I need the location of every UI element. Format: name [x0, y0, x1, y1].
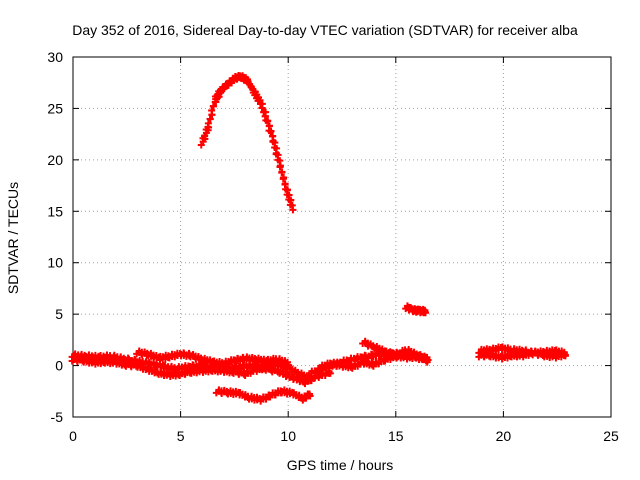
y-tick-label: 10 [47, 255, 63, 271]
series-track-F [359, 337, 432, 364]
series-high-arc [197, 72, 297, 214]
data-point [306, 392, 314, 400]
data-point [258, 104, 266, 112]
data-point [307, 377, 315, 385]
y-tick-label: -5 [51, 409, 64, 425]
x-tick-label: 25 [603, 428, 619, 444]
chart-title: Day 352 of 2016, Sidereal Day-to-day VTE… [72, 22, 578, 38]
x-tick-label: 20 [496, 428, 512, 444]
y-tick-label: 25 [47, 100, 63, 116]
y-tick-label: 0 [55, 358, 63, 374]
y-axis-label: SDTVAR / TECUs [5, 182, 21, 294]
data-point [289, 206, 297, 214]
x-tick-label: 10 [280, 428, 296, 444]
y-tick-labels: -5 0 5 10 15 20 25 30 [47, 49, 63, 425]
series-track-C [133, 347, 293, 369]
y-tick-label: 5 [55, 306, 63, 322]
series-track-G [212, 386, 314, 405]
data-point [285, 361, 293, 369]
x-tick-labels: 0 5 10 15 20 25 [69, 428, 619, 444]
data-point [278, 169, 286, 177]
x-tick-label: 5 [177, 428, 185, 444]
y-tick-label: 30 [47, 49, 63, 65]
series-track-J [475, 347, 569, 363]
series-track-H [402, 302, 429, 317]
data-point [276, 163, 284, 171]
data-series [68, 72, 569, 405]
y-tick-label: 20 [47, 152, 63, 168]
data-point [208, 106, 216, 114]
data-point [267, 127, 275, 135]
y-tick-label: 15 [47, 203, 63, 219]
x-tick-label: 0 [69, 428, 77, 444]
data-point [424, 356, 432, 364]
data-point [279, 175, 287, 183]
data-point [209, 102, 217, 110]
data-point [204, 119, 212, 127]
data-point [326, 369, 334, 377]
x-axis-label: GPS time / hours [287, 457, 394, 473]
plot-area-frame [72, 56, 612, 418]
data-point [421, 309, 429, 317]
x-tick-label: 15 [388, 428, 404, 444]
data-point [264, 117, 272, 125]
data-point [206, 115, 214, 123]
data-point [561, 352, 569, 360]
axis-ticks [72, 56, 612, 418]
